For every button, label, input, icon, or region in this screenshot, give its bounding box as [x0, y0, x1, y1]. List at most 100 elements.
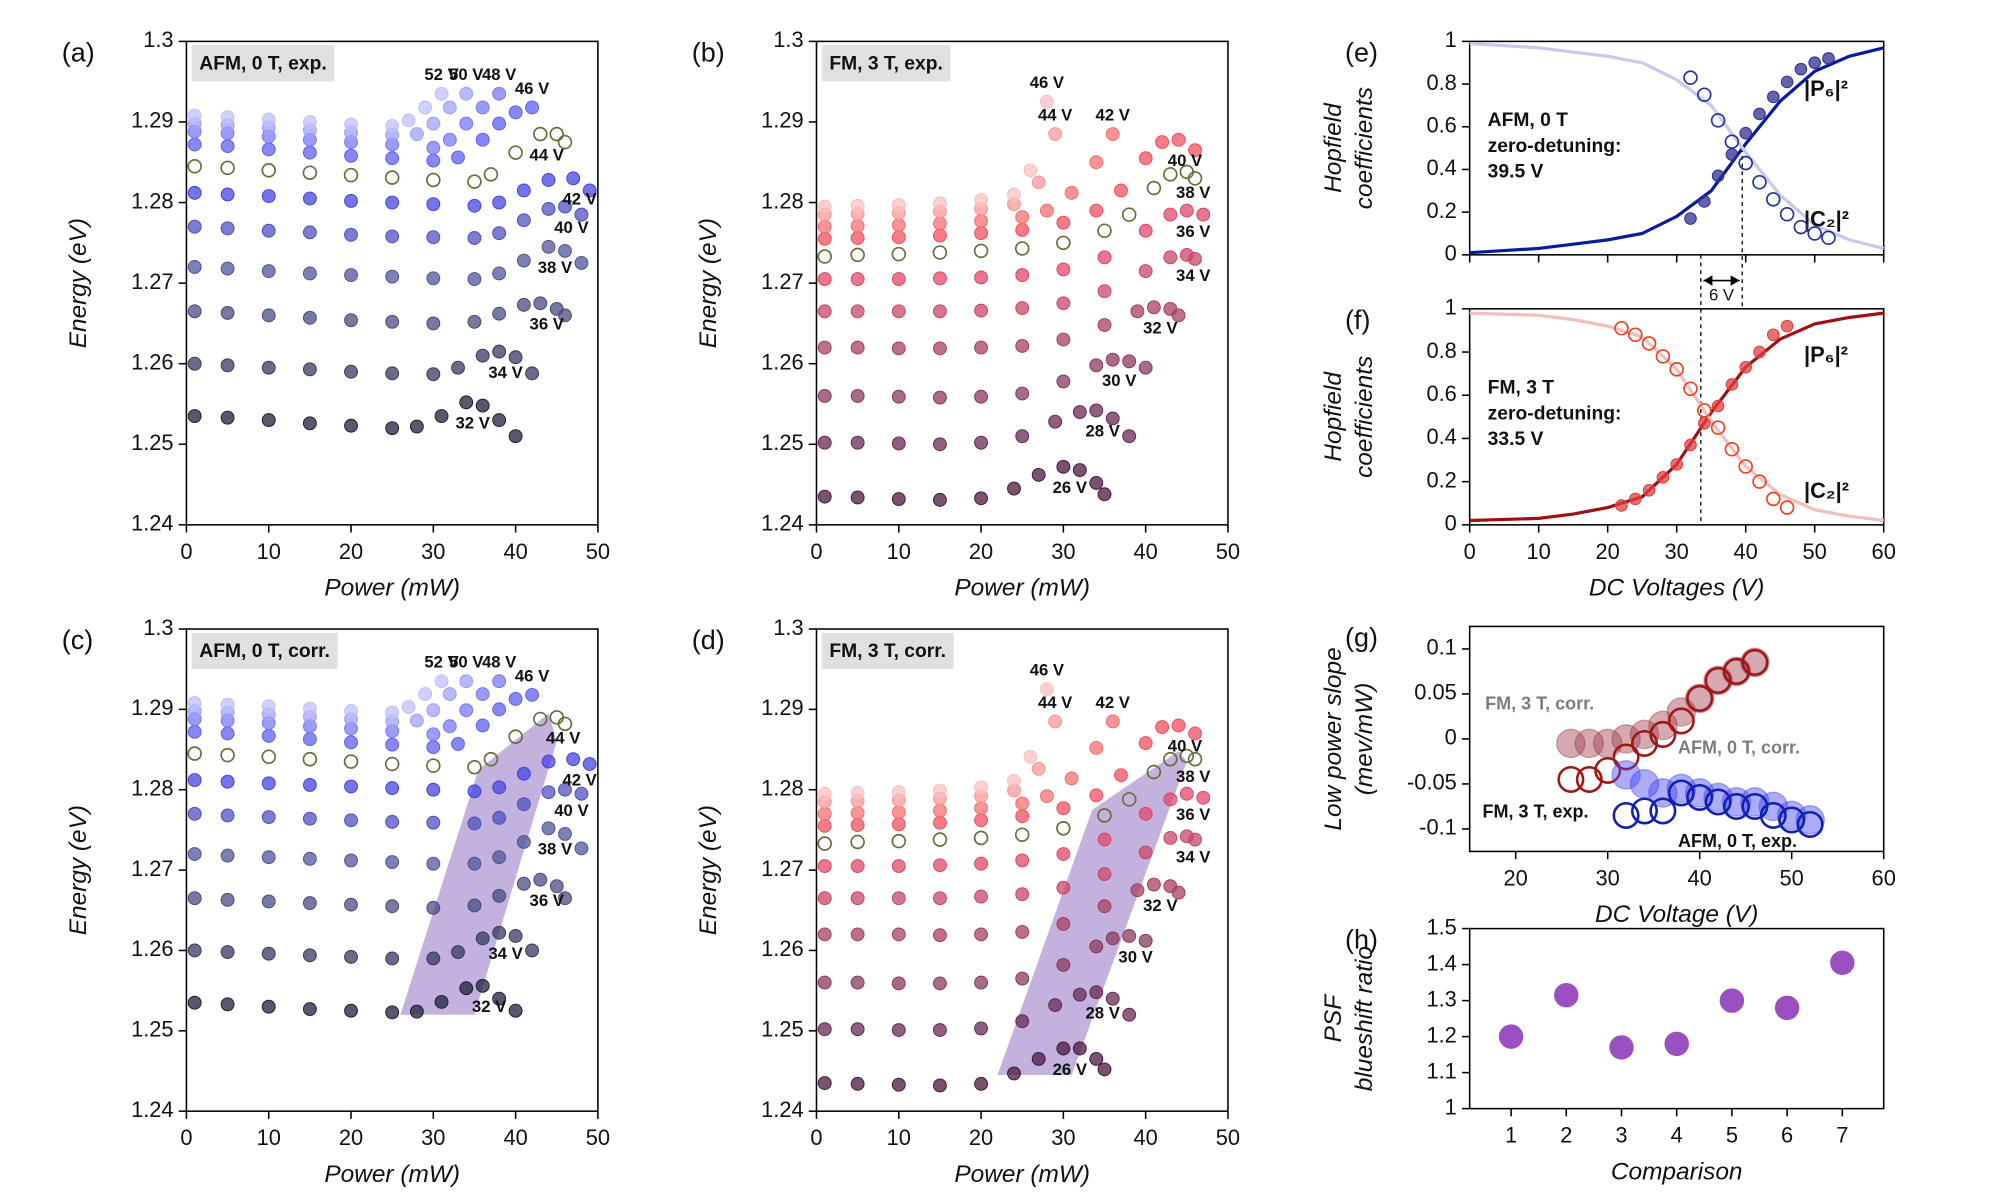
marker — [508, 105, 523, 120]
marker — [409, 127, 424, 141]
line — [1469, 46, 1885, 255]
marker — [850, 435, 865, 450]
marker — [557, 134, 573, 150]
series-name: 36 V — [1176, 805, 1211, 824]
marker — [817, 836, 832, 851]
marker — [1155, 720, 1170, 734]
marker — [541, 821, 556, 836]
marker — [974, 889, 989, 904]
marker — [1697, 87, 1712, 103]
x-tick-label: 10 — [1527, 539, 1551, 564]
marker — [426, 367, 441, 382]
x-tick-label: 20 — [339, 539, 363, 564]
x-tick-label: 50 — [1780, 866, 1804, 891]
marker — [850, 806, 865, 820]
marker — [1072, 987, 1087, 1002]
x-tick-label: 5 — [1726, 1123, 1738, 1148]
marker — [1779, 500, 1795, 515]
marker — [1766, 192, 1781, 207]
marker — [516, 297, 531, 312]
marker — [302, 310, 317, 325]
marker — [1146, 180, 1162, 196]
marker — [261, 308, 276, 323]
marker — [1097, 832, 1112, 847]
marker — [932, 271, 947, 286]
marker — [1039, 94, 1054, 109]
annotation: zero-detuning: — [1488, 403, 1622, 424]
panel-label: (h) — [1345, 925, 1378, 955]
marker — [343, 167, 359, 183]
marker — [566, 171, 581, 186]
marker — [302, 362, 317, 377]
marker — [385, 151, 400, 166]
y-axis-label: coefficients — [1351, 87, 1378, 209]
marker — [492, 226, 507, 241]
marker — [1188, 832, 1202, 847]
marker — [1171, 885, 1186, 900]
marker — [508, 691, 523, 706]
marker — [492, 344, 507, 359]
y-tick-label: 1 — [1445, 295, 1457, 320]
marker — [932, 341, 947, 356]
marker — [187, 185, 202, 200]
marker — [1741, 792, 1769, 820]
marker — [1498, 1024, 1524, 1049]
marker — [1089, 1052, 1104, 1066]
marker — [220, 110, 235, 125]
x-tick-label: 0 — [180, 539, 192, 564]
marker — [932, 832, 948, 847]
x-tick-label: 20 — [969, 539, 993, 564]
marker — [574, 256, 589, 270]
series-name: 40 V — [1168, 737, 1203, 756]
marker — [475, 687, 490, 702]
marker — [344, 853, 358, 868]
series-name: FM, 3 T, exp. — [1483, 802, 1589, 822]
marker — [220, 410, 235, 425]
series-name: 26 V — [1053, 1060, 1088, 1079]
marker — [850, 818, 865, 833]
x-tick-label: 3 — [1615, 1123, 1627, 1148]
marker — [1064, 771, 1079, 786]
x-tick-label: 40 — [503, 539, 527, 564]
series-name: 38 V — [538, 840, 573, 859]
marker — [1015, 853, 1030, 868]
y-tick-label: 0.6 — [1426, 113, 1456, 138]
marker — [1669, 362, 1684, 377]
marker — [426, 316, 441, 331]
y-axis-label: Energy (eV) — [65, 218, 92, 348]
marker — [1686, 684, 1714, 712]
x-tick-label: 30 — [1596, 866, 1620, 891]
series-name: 40 V — [554, 218, 589, 237]
marker — [1097, 318, 1112, 332]
y-tick-label: 1.26 — [131, 936, 174, 961]
x-tick-label: 50 — [1216, 1125, 1240, 1150]
marker — [187, 724, 202, 739]
marker — [1072, 405, 1087, 419]
marker — [1753, 345, 1766, 359]
marker — [1683, 381, 1698, 397]
marker — [932, 976, 947, 991]
series-name: |C₂|² — [1804, 478, 1849, 503]
marker — [492, 266, 507, 281]
marker — [1089, 740, 1104, 755]
marker — [932, 891, 947, 906]
marker — [418, 687, 433, 702]
marker — [508, 350, 523, 365]
series-name: 44 V — [1038, 693, 1073, 712]
marker — [817, 435, 832, 450]
series-name: 32 V — [472, 997, 507, 1016]
marker — [1089, 788, 1104, 803]
y-axis-label: coefficients — [1351, 356, 1378, 478]
marker — [220, 358, 235, 373]
marker — [459, 703, 474, 718]
x-axis-label: DC Voltages (V) — [1589, 575, 1765, 602]
series-name: 48 V — [482, 65, 517, 84]
marker — [187, 891, 202, 906]
marker — [974, 975, 989, 990]
marker — [187, 356, 202, 371]
y-tick-label: 0.2 — [1426, 198, 1456, 223]
y-tick-label: 1.4 — [1426, 950, 1456, 975]
marker — [516, 183, 531, 198]
marker — [344, 735, 358, 750]
series-name: 34 V — [1176, 848, 1211, 867]
